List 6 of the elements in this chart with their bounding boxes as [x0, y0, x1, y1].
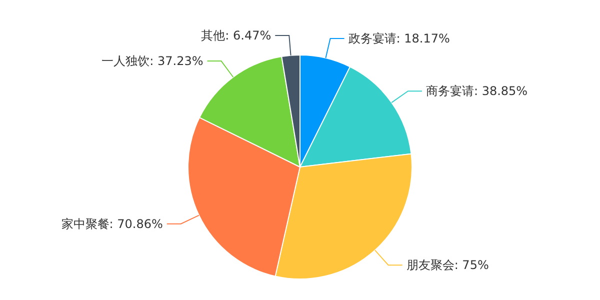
- slice-label: 政务宴请: 18.17%: [348, 32, 450, 46]
- slice-label: 朋友聚会: 75%: [406, 258, 489, 272]
- slice-label: 商务宴请: 38.85%: [426, 84, 528, 98]
- slice-label: 其他: 6.47%: [201, 28, 272, 42]
- slice-label: 家中聚餐: 70.86%: [61, 216, 163, 231]
- slice-label: 一人独饮: 37.23%: [102, 54, 204, 68]
